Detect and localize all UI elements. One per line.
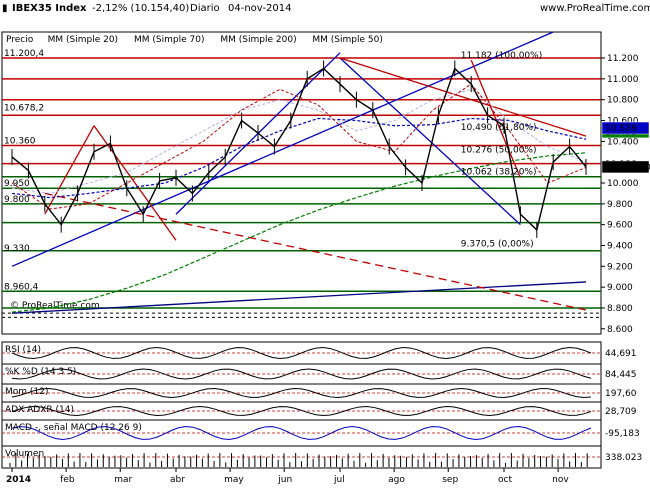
y-tick-label: 9.600: [607, 221, 633, 231]
price-line: [11, 67, 587, 232]
x-tick-label: ago: [388, 475, 405, 485]
price-legend-item: MM (Simple 200): [220, 35, 296, 45]
price-tag-box: [601, 121, 650, 135]
price-tag-label: 10.528: [605, 124, 637, 134]
x-tick-label: sep: [442, 475, 458, 485]
y-tick-label: 8.800: [607, 304, 633, 314]
red-trend-line-4: [470, 59, 521, 179]
indicator-value-box: [602, 347, 649, 359]
watermark-label: © ProRealTime.com: [10, 301, 100, 311]
instrument-icon: ▮: [2, 3, 8, 14]
indicator-value-box: [602, 387, 649, 399]
indicator-label: RSI (14): [5, 345, 41, 355]
price-legend-box: [3, 33, 353, 45]
indicator-value-box: [602, 427, 649, 439]
x-tick-label: 2014: [6, 475, 31, 485]
red-dashed-trend-line: [44, 192, 587, 311]
x-tick-label: jun: [277, 475, 292, 485]
y-tick-label: 8.600: [607, 325, 633, 335]
indicator-label: Mom (12): [5, 387, 48, 397]
indicator-label: ADX ADXR (14): [5, 405, 74, 415]
navy-trend-line: [11, 281, 587, 314]
blue-trend-line-3: [339, 57, 521, 226]
y-tick-label: 10.000: [607, 179, 639, 189]
indicator-value-box: [602, 405, 649, 417]
indicator-value: 338.023: [605, 453, 642, 463]
y-tick-label: 9.400: [607, 241, 633, 251]
y-tick-label: 11.200: [607, 54, 639, 64]
date-label: 04-nov-2014: [228, 3, 292, 14]
fib-level-label: 9.370,5 (0,00%): [461, 240, 534, 250]
blue-trend-line-main: [11, 31, 554, 267]
price-legend-item: Precio: [6, 35, 34, 45]
red-trend-line-2: [44, 125, 95, 215]
level-label: 9.800: [4, 195, 30, 205]
fib-level-label: 11.182 (100,00%): [461, 51, 542, 61]
indicator-value: 44,691: [605, 349, 637, 359]
fib-level-label: 10.062 (38,20%): [461, 168, 537, 178]
y-tick-label: 10.800: [607, 96, 639, 106]
level-label: 11.200,4: [4, 49, 44, 59]
y-tick-label: 9.000: [607, 283, 633, 293]
x-tick-label: oct: [498, 475, 512, 485]
fib-level-label: 10.276 (50,00%): [461, 145, 537, 155]
ma70-line: [11, 117, 587, 199]
indicator-line: [11, 368, 592, 380]
x-tick-label: nov: [552, 475, 569, 485]
indicator-line: [11, 387, 592, 398]
x-tick-label: jul: [333, 475, 345, 485]
indicator-value-box: [602, 368, 649, 380]
indicator-line: [11, 405, 592, 417]
level-label: 10.678,2: [4, 103, 44, 113]
fib-level-label: 10.490 (61,80%): [461, 123, 537, 133]
change-label: -2,12% (10.154,40): [92, 3, 190, 14]
indicator-line: [11, 346, 592, 360]
indicator-label: %K %D (14 3 5): [5, 367, 76, 377]
price-tag-box: [601, 160, 650, 174]
indicator-value: 84,445: [605, 370, 637, 380]
indicator-value: 28,709: [605, 407, 637, 417]
indicator-value: 197,60: [605, 389, 637, 399]
x-tick-label: feb: [60, 475, 75, 485]
y-tick-label: 9.800: [607, 200, 633, 210]
indicator-line: [11, 425, 592, 441]
indicator-value: -95,183: [605, 429, 640, 439]
main-panel-frame: [1, 31, 602, 335]
indicator-panel-frame: [1, 363, 602, 385]
indicator-label: MACD -, señal MACD (12 26 9): [5, 423, 142, 433]
price-legend-item: MM (Simple 20): [48, 35, 118, 45]
ma20-line: [11, 83, 587, 210]
indicator-label: Volumen: [5, 449, 44, 459]
indicator-value-box: [602, 451, 649, 463]
level-label: 8.960,4: [4, 282, 39, 292]
x-tick-label: abr: [170, 475, 185, 485]
indicator-panel-frame: [1, 383, 602, 403]
period-label: Diario: [190, 3, 220, 14]
level-label: 9.330: [4, 244, 30, 254]
y-tick-label: 9.200: [607, 262, 633, 272]
indicator-panel-frame: [1, 419, 602, 447]
level-label: 9.950: [4, 179, 30, 189]
y-tick-label: 11.000: [607, 75, 639, 85]
y-tick-label: 10.600: [607, 117, 639, 127]
price-legend-item: MM (Simple 50): [312, 35, 382, 45]
symbol-label: IBEX35 Index: [12, 3, 87, 14]
level-label: 10.360: [4, 137, 36, 147]
site-label: www.ProRealTime.com: [540, 3, 650, 14]
price-legend-item: MM (Simple 70): [134, 35, 204, 45]
x-tick-label: mar: [114, 475, 132, 485]
x-tick-label: may: [224, 475, 244, 485]
y-tick-label: 10.400: [607, 137, 639, 147]
price-tag-label: 10.154,40: [605, 163, 650, 173]
red-trend-line-1: [339, 57, 587, 137]
ma200-line: [11, 152, 587, 313]
chart-header: ▮ IBEX35 Index -2,12% (10.154,40) Diario…: [0, 0, 650, 18]
